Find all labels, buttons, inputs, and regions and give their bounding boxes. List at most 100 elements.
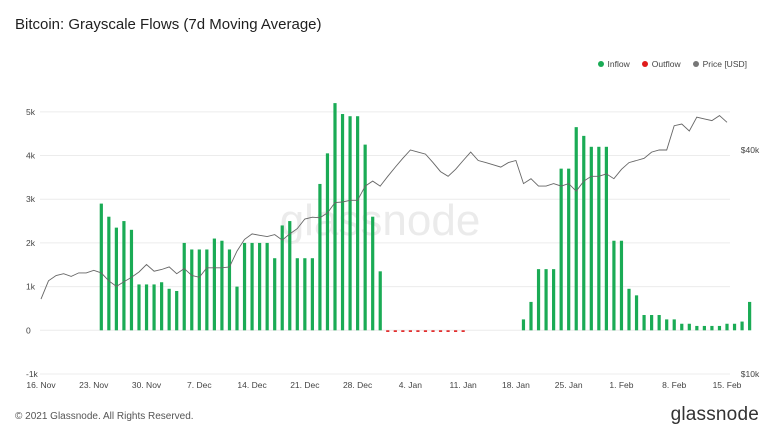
inflow-bar [295, 258, 299, 331]
inflow-bar [687, 323, 691, 331]
inflow-bar [702, 325, 706, 331]
x-tick-label: 7. Dec [187, 380, 212, 390]
outflow-bar [438, 330, 443, 332]
legend-item-inflow[interactable]: Inflow [597, 59, 630, 69]
legend-item-outflow[interactable]: Outflow [641, 59, 681, 69]
inflow-bar [650, 315, 654, 331]
x-tick-label: 4. Jan [399, 380, 422, 390]
inflow-bar [597, 146, 601, 331]
inflow-bar [212, 238, 216, 331]
inflow-bar [680, 323, 684, 331]
y-tick-label: 3k [26, 194, 36, 204]
y-right-tick-label: $40k [741, 145, 760, 155]
inflow-bar [657, 315, 661, 331]
inflow-bar [190, 249, 194, 331]
price-line [40, 115, 728, 300]
inflow-bar [258, 242, 262, 331]
inflow-bar [348, 116, 352, 331]
outflow-bar [408, 330, 412, 332]
outflow-dot-icon [641, 61, 648, 67]
x-tick-label: 15. Feb [713, 380, 742, 390]
inflow-bar [220, 240, 224, 331]
inflow-bar [521, 319, 526, 331]
inflow-bar [378, 271, 382, 331]
x-tick-label: 16. Nov [26, 380, 56, 390]
inflow-bar [740, 321, 744, 331]
inflow-bar [167, 288, 171, 331]
inflow-bar [152, 284, 156, 331]
inflow-bar [695, 325, 699, 331]
inflow-bar [582, 135, 586, 331]
x-tick-label: 28. Dec [343, 380, 373, 390]
copyright-footer: © 2021 Glassnode. All Rights Reserved. [15, 411, 194, 422]
inflow-bar [242, 242, 247, 331]
inflow-bar [672, 319, 676, 331]
outflow-bar [454, 330, 458, 332]
y-tick-label: 0 [26, 325, 31, 335]
inflow-bar [710, 325, 714, 331]
inflow-dot-icon [597, 61, 604, 67]
legend-label-inflow: Inflow [607, 59, 630, 69]
inflow-bar [363, 144, 367, 331]
x-tick-label: 21. Dec [290, 380, 320, 390]
inflow-bar [235, 286, 239, 331]
x-tick-label: 11. Jan [450, 380, 478, 390]
inflow-bar [122, 221, 126, 331]
inflow-bar [144, 284, 149, 331]
inflow-bar [732, 323, 737, 331]
inflow-bar [107, 216, 111, 331]
inflow-bar [99, 203, 103, 331]
chart-title: Bitcoin: Grayscale Flows (7d Moving Aver… [15, 16, 322, 33]
inflow-bar [748, 301, 752, 331]
inflow-bar [197, 249, 201, 331]
watermark-text: glassnode [280, 196, 481, 245]
inflow-bar [160, 282, 164, 331]
outflow-bar [393, 330, 397, 332]
inflow-bar [340, 114, 345, 331]
inflow-bar [114, 227, 118, 331]
inflow-bar [665, 319, 669, 331]
inflow-bar [552, 269, 556, 331]
inflow-bar [129, 229, 134, 331]
inflow-bar [619, 240, 624, 331]
inflow-bar [137, 284, 141, 331]
inflow-bar [356, 116, 360, 331]
outflow-bar [446, 330, 450, 332]
y-tick-label: 4k [26, 151, 36, 161]
inflow-bar [559, 168, 563, 331]
inflow-bar [725, 323, 729, 331]
inflow-bar [205, 249, 209, 331]
inflow-bar [333, 103, 337, 331]
price-dot-icon [692, 61, 699, 67]
inflow-bar [589, 146, 593, 331]
glassnode-logo[interactable]: glassnode [670, 404, 759, 425]
inflow-bar [642, 315, 646, 331]
inflow-bar [288, 221, 292, 331]
inflow-bar [280, 225, 284, 331]
legend: Inflow Outflow Price [USD] [597, 59, 747, 69]
legend-item-price[interactable]: Price [USD] [692, 59, 747, 69]
outflow-bar [431, 330, 435, 332]
y-right-tick-label: $10k [741, 369, 760, 379]
inflow-bar [325, 153, 330, 331]
inflow-bar [529, 301, 533, 331]
y-tick-label: 2k [26, 238, 36, 248]
y-tick-label: 5k [26, 107, 36, 117]
inflow-bar [627, 288, 631, 331]
legend-label-price: Price [USD] [702, 59, 747, 69]
x-tick-label: 8. Feb [662, 380, 686, 390]
inflow-bar [318, 183, 322, 331]
inflow-bar [634, 295, 639, 331]
x-tick-label: 30. Nov [132, 380, 162, 390]
inflow-bar [273, 258, 277, 331]
y-tick-label: -1k [26, 369, 39, 379]
inflow-bar [567, 168, 571, 331]
inflow-bar [227, 249, 232, 331]
inflow-bar [604, 146, 608, 331]
outflow-bar [461, 330, 465, 332]
inflow-bar [574, 127, 578, 331]
inflow-bar [182, 242, 186, 331]
inflow-bar [612, 240, 616, 331]
x-tick-label: 1. Feb [609, 380, 633, 390]
